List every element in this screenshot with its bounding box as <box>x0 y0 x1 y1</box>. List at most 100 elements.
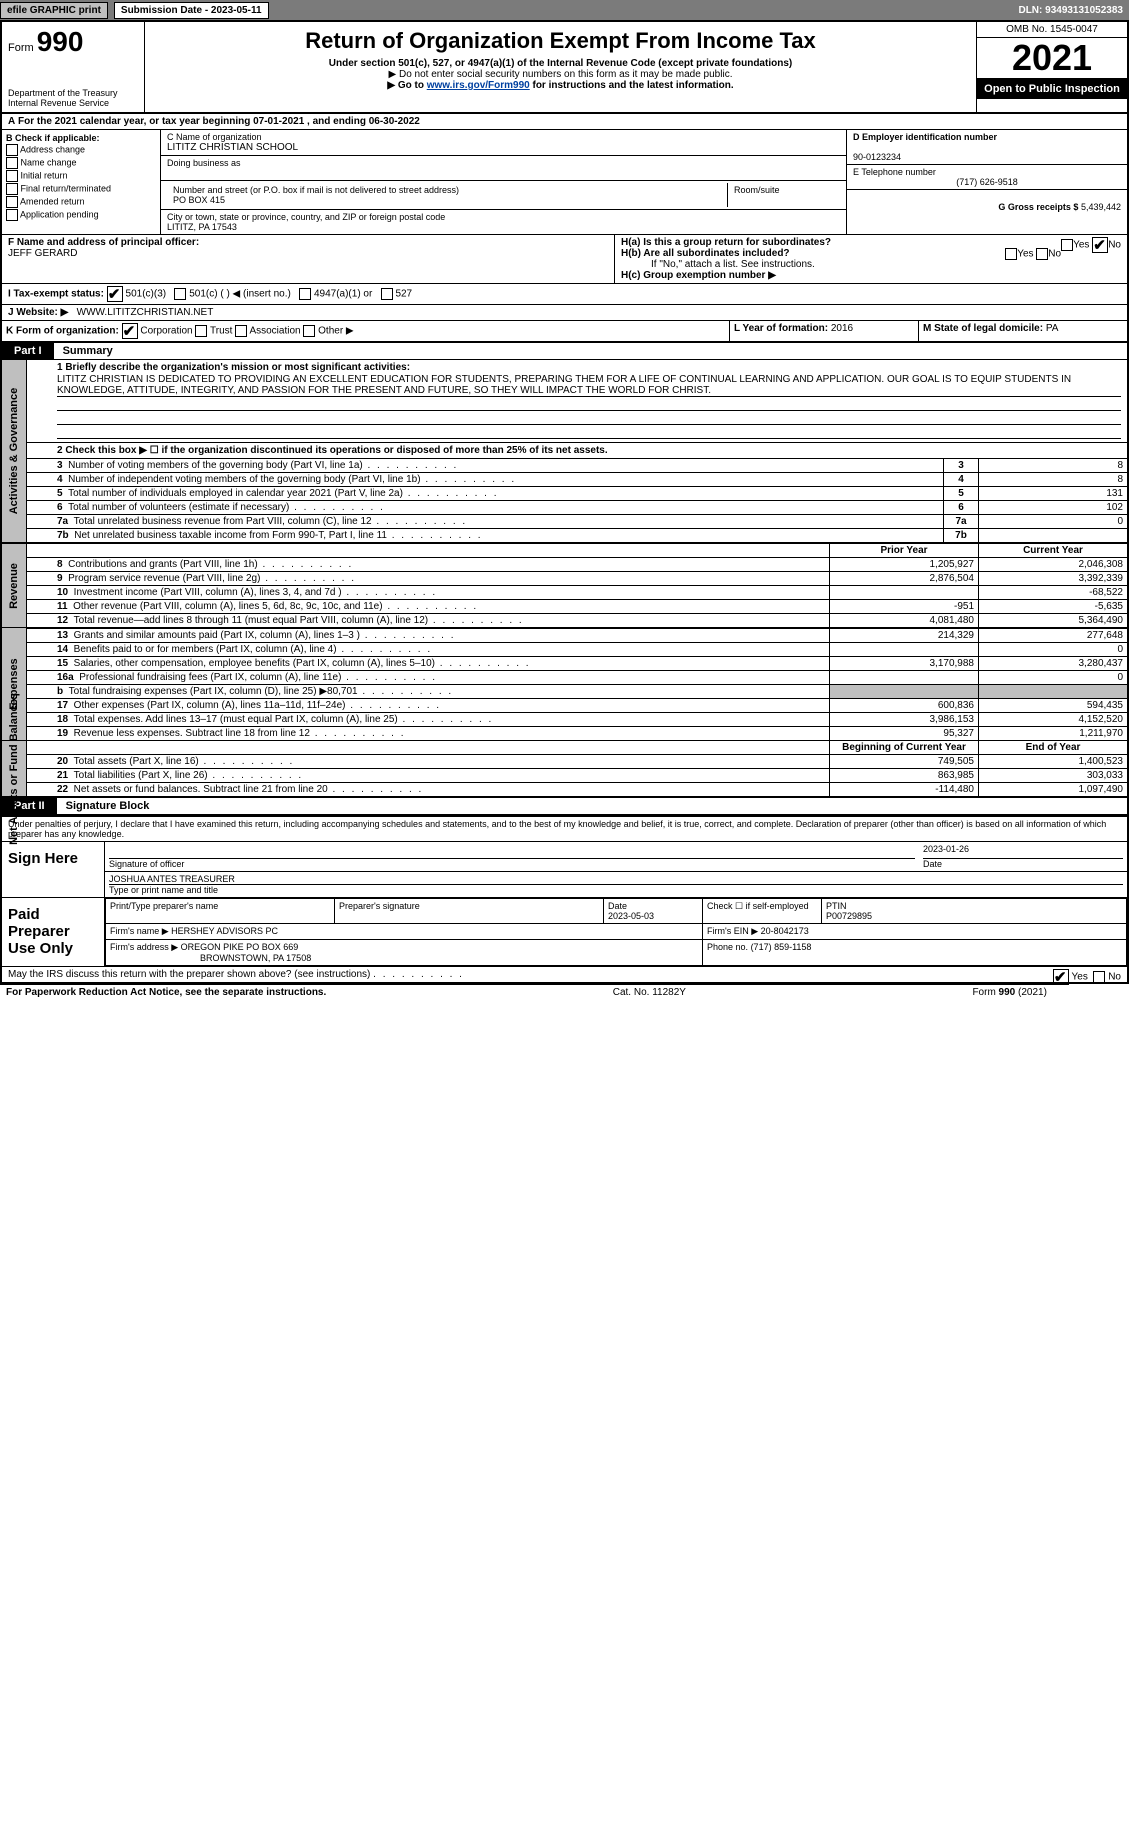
mission-label: 1 Briefly describe the organization's mi… <box>57 362 410 373</box>
ck-amended[interactable] <box>6 196 18 208</box>
ha-no[interactable] <box>1092 237 1108 253</box>
c-city-label: City or town, state or province, country… <box>167 212 445 222</box>
opt-amended: Amended return <box>20 196 85 206</box>
opt-initial-return: Initial return <box>21 170 68 180</box>
goto-post: for instructions and the latest informat… <box>530 80 734 91</box>
part1-title: Summary <box>57 345 113 357</box>
ha-yes[interactable] <box>1061 239 1073 251</box>
ck-final-return[interactable] <box>6 183 18 195</box>
b-label: B Check if applicable: <box>6 133 100 143</box>
e-label: E Telephone number <box>853 167 936 177</box>
firm-name: HERSHEY ADVISORS PC <box>171 926 278 936</box>
date-label: Date <box>923 859 942 869</box>
l-label: L Year of formation: <box>734 323 828 334</box>
hdr-prior: Prior Year <box>830 544 979 558</box>
p-check: Check ☐ if self-employed <box>707 901 809 911</box>
opt-final-return: Final return/terminated <box>21 183 112 193</box>
hb-yes[interactable] <box>1005 248 1017 260</box>
discuss-yes[interactable] <box>1053 969 1069 985</box>
part2-title: Signature Block <box>60 800 150 812</box>
form-subtitle: Under section 501(c), 527, or 4947(a)(1)… <box>153 58 968 69</box>
line2: 2 Check this box ▶ ☐ if the organization… <box>57 445 608 456</box>
firm-city: BROWNSTOWN, PA 17508 <box>110 953 311 963</box>
f-officer: JEFF GERARD <box>8 248 77 259</box>
discuss-no[interactable] <box>1093 971 1105 983</box>
submission-date: Submission Date - 2023-05-11 <box>114 2 269 19</box>
opt-4947: 4947(a)(1) or <box>314 289 372 300</box>
opt-trust: Trust <box>210 326 232 337</box>
c-city: LITITZ, PA 17543 <box>167 222 237 232</box>
org-name: LITITZ CHRISTIAN SCHOOL <box>167 142 298 153</box>
ck-name-change[interactable] <box>6 157 18 169</box>
ha-label: H(a) Is this a group return for subordin… <box>621 237 831 248</box>
ck-501c[interactable] <box>174 288 186 300</box>
p-date: 2023-05-03 <box>608 911 654 921</box>
irs-link[interactable]: www.irs.gov/Form990 <box>427 80 530 91</box>
dln: DLN: 93493131052383 <box>1012 3 1129 18</box>
form-note-ssn: ▶ Do not enter social security numbers o… <box>153 69 968 80</box>
no-label: No <box>1108 240 1121 251</box>
hb-label: H(b) Are all subordinates included? <box>621 248 790 259</box>
yes-label: Yes <box>1073 240 1089 251</box>
form-title: Return of Organization Exempt From Incom… <box>153 28 968 54</box>
cat-no: Cat. No. 11282Y <box>613 987 686 998</box>
hc-label: H(c) Group exemption number ▶ <box>621 270 776 281</box>
j-label: J Website: ▶ <box>8 307 68 318</box>
efile-badge: efile GRAPHIC print <box>0 2 108 19</box>
firm-ein: 20-8042173 <box>761 926 809 936</box>
g-value: 5,439,442 <box>1081 202 1121 212</box>
i-label: I Tax-exempt status: <box>8 289 104 300</box>
hdr-endy: End of Year <box>979 741 1128 755</box>
sig-officer-label: Signature of officer <box>109 859 184 869</box>
c-name-label: C Name of organization <box>167 132 262 142</box>
goto-pre: ▶ Go to <box>387 80 426 91</box>
opt-address-change: Address change <box>20 144 85 154</box>
no3: No <box>1108 972 1121 983</box>
part1-bar: Part I <box>2 343 54 359</box>
mission-text: LITITZ CHRISTIAN IS DEDICATED TO PROVIDI… <box>57 374 1121 397</box>
opt-501c: 501(c) ( ) ◀ (insert no.) <box>189 289 291 300</box>
ck-527[interactable] <box>381 288 393 300</box>
vlabel-revenue: Revenue <box>8 563 20 609</box>
paid-preparer-label: Paid Preparer Use Only <box>2 898 105 966</box>
name-title-label: Type or print name and title <box>109 885 218 895</box>
opt-501c3: 501(c)(3) <box>126 289 167 300</box>
p-name-label: Print/Type preparer's name <box>110 901 218 911</box>
perjury-declaration: Under penalties of perjury, I declare th… <box>8 819 1121 839</box>
c-addr-label: Number and street (or P.O. box if mail i… <box>173 185 459 195</box>
firm-addr: OREGON PIKE PO BOX 669 <box>181 942 299 952</box>
firm-ein-label: Firm's EIN ▶ <box>707 926 758 936</box>
hb-note: If "No," attach a list. See instructions… <box>621 259 1121 270</box>
g-label: G Gross receipts $ <box>998 202 1078 212</box>
form-footer: Form 990 (2021) <box>972 987 1046 998</box>
p-date-label: Date <box>608 901 627 911</box>
ck-app-pending[interactable] <box>6 209 18 221</box>
yes3: Yes <box>1072 972 1088 983</box>
ck-trust[interactable] <box>195 325 207 337</box>
line-a: For the 2021 calendar year, or tax year … <box>18 116 420 127</box>
d-label: D Employer identification number <box>853 132 997 142</box>
hb-no[interactable] <box>1036 248 1048 260</box>
opt-527: 527 <box>395 289 412 300</box>
ck-501c3[interactable] <box>107 286 123 302</box>
ck-4947[interactable] <box>299 288 311 300</box>
discuss-question: May the IRS discuss this return with the… <box>8 969 370 980</box>
opt-corp: Corporation <box>140 326 192 337</box>
e-phone: (717) 626-9518 <box>853 177 1121 187</box>
ck-assoc[interactable] <box>235 325 247 337</box>
irs-label: Internal Revenue Service <box>8 98 138 108</box>
vlabel-netassets: Net Assets or Fund Balances <box>8 693 20 845</box>
phone-label: Phone no. <box>707 942 748 952</box>
ck-initial-return[interactable] <box>6 170 18 182</box>
opt-assoc: Association <box>249 326 300 337</box>
d-ein: 90-0123234 <box>853 152 901 162</box>
firm-name-label: Firm's name ▶ <box>110 926 169 936</box>
vlabel-activities: Activities & Governance <box>8 388 20 515</box>
ck-other[interactable] <box>303 325 315 337</box>
m-label: M State of legal domicile: <box>923 323 1043 334</box>
sign-here-label: Sign Here <box>2 842 105 897</box>
ptin-label: PTIN <box>826 901 847 911</box>
no-label2: No <box>1048 249 1061 260</box>
ck-corp[interactable] <box>122 323 138 339</box>
ck-address-change[interactable] <box>6 144 18 156</box>
